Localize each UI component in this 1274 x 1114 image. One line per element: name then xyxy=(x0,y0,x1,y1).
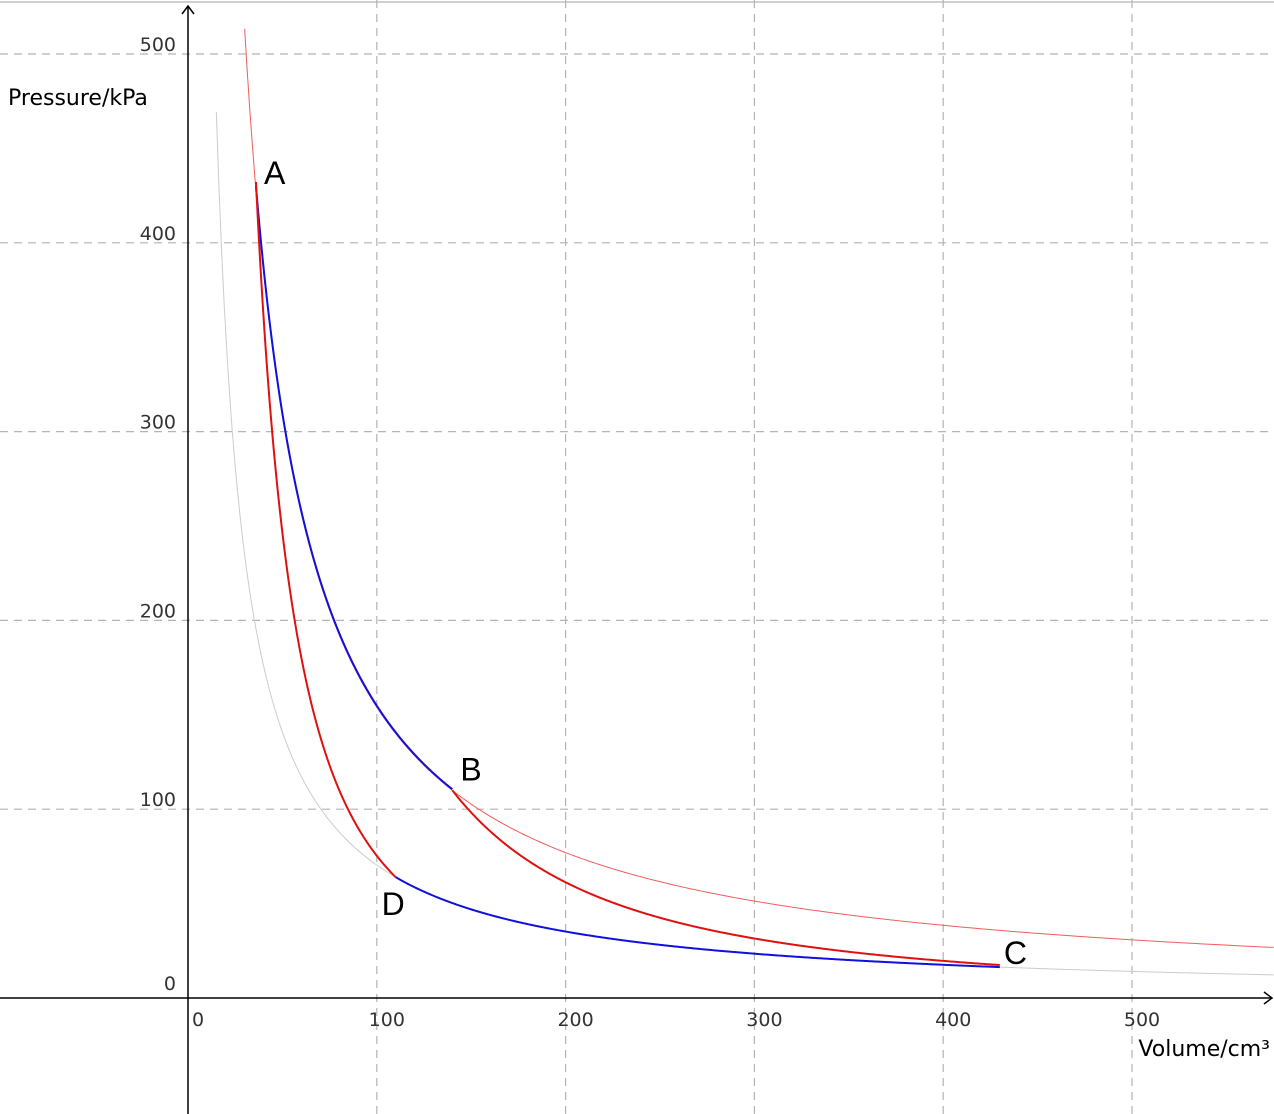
point-label-d: D xyxy=(382,886,405,922)
curve-process-AB xyxy=(254,186,453,791)
point-label-c: C xyxy=(1004,935,1027,971)
y-tick-label: 0 xyxy=(164,973,176,995)
curve-process-CD xyxy=(395,876,1000,969)
x-axis-label: Volume/cm³ xyxy=(1138,1037,1270,1062)
y-axis-label: Pressure/kPa xyxy=(8,86,148,111)
x-axis-arrow-icon xyxy=(1263,991,1274,1005)
curve-process-DA xyxy=(254,181,397,878)
x-tick-label: 0 xyxy=(192,1009,204,1031)
x-tick-label: 300 xyxy=(746,1009,782,1031)
x-tick-label: 400 xyxy=(935,1009,971,1031)
y-tick-labels: 0 100 200 300 400 500 xyxy=(140,34,176,995)
curves xyxy=(215,28,1274,976)
x-tick-label: 200 xyxy=(557,1009,593,1031)
x-tick-label: 500 xyxy=(1124,1009,1160,1031)
curve-isotherm-cold xyxy=(215,111,1274,976)
x-tick-labels: 0 100 200 300 400 500 xyxy=(192,1009,1160,1031)
curve-process-BC xyxy=(451,789,1000,967)
point-label-a: A xyxy=(264,155,286,191)
point-label-b: B xyxy=(460,751,481,787)
y-axis-arrow-icon xyxy=(181,4,195,15)
y-tick-label: 100 xyxy=(140,789,176,811)
axes xyxy=(0,4,1274,1114)
point-labels: A B C D xyxy=(264,155,1027,971)
y-tick-label: 400 xyxy=(140,223,176,245)
x-tick-label: 100 xyxy=(369,1009,405,1031)
y-tick-label: 300 xyxy=(140,412,176,434)
y-tick-label: 500 xyxy=(140,34,176,56)
y-tick-label: 200 xyxy=(140,600,176,622)
